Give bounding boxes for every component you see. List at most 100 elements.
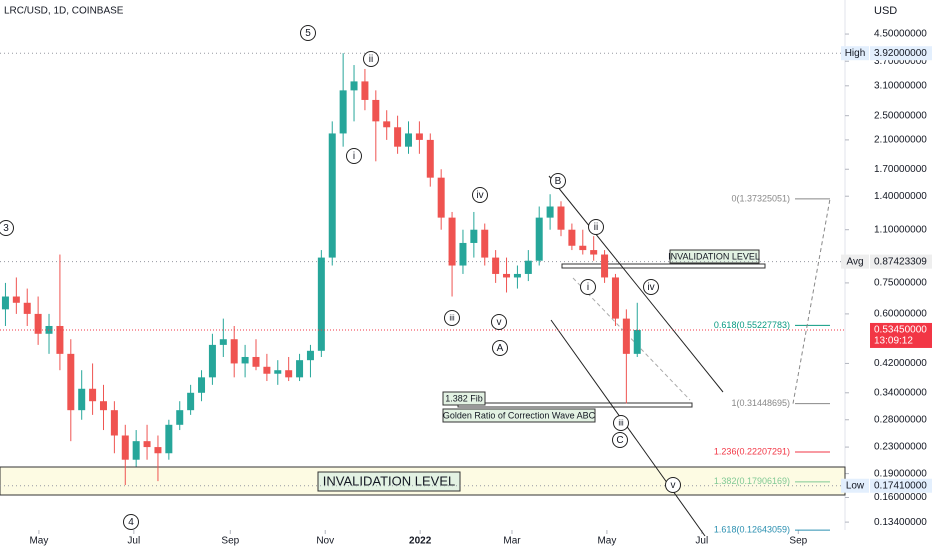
marker-badge: [841, 46, 869, 61]
candle-body: [252, 356, 260, 367]
marker-value: 3.92000000: [874, 48, 927, 59]
marker-name: Avg: [846, 256, 863, 267]
wave-label: i: [587, 282, 589, 293]
candle-body: [219, 339, 227, 345]
candle-body: [23, 302, 31, 314]
note-box: [317, 471, 461, 492]
y-tick-label: 0.42000000: [874, 358, 927, 369]
candle-body: [448, 217, 456, 266]
wave-label: C: [616, 435, 623, 446]
x-tick-label: Jul: [127, 536, 140, 547]
candle-body: [622, 318, 630, 354]
candle-body: [546, 206, 554, 218]
candle-body: [296, 360, 304, 378]
invalidation-box: [561, 263, 766, 269]
note-box: [669, 249, 760, 264]
candle-body: [154, 447, 162, 454]
candle-body: [557, 206, 565, 230]
y-tick-label: 3.70000000: [874, 56, 927, 67]
y-tick-label: 0.13400000: [874, 517, 927, 528]
y-tick-label: 0.34000000: [874, 387, 927, 398]
candle-body: [99, 401, 107, 411]
candle-body: [187, 392, 195, 411]
wave-label: 3: [3, 223, 9, 234]
note: INVALIDATION LEVEL: [323, 473, 455, 488]
y-tick-label: 0.75000000: [874, 278, 927, 289]
candle-body: [350, 81, 358, 91]
y-tick-label: 0.28000000: [874, 414, 927, 425]
candle-body: [317, 257, 325, 351]
marker-value: 0.87423309: [874, 256, 927, 267]
candle-body: [263, 366, 271, 374]
wave-circle: [612, 432, 628, 448]
wave-label: v: [671, 480, 676, 491]
marker-value-badge: [870, 46, 932, 61]
y-tick-label: 0.19000000: [874, 468, 927, 479]
x-tick-label: 2022: [409, 536, 432, 547]
candle-body: [67, 353, 75, 411]
wave-label: iv: [476, 190, 483, 201]
y-tick-label: 0.23000000: [874, 442, 927, 453]
channel-line: [548, 175, 724, 393]
candle-body: [208, 344, 216, 378]
candle-body: [394, 127, 402, 147]
y-tick-label: 0.16000000: [874, 492, 927, 503]
wave-label: 5: [305, 28, 311, 39]
y-tick-label: 3.10000000: [874, 80, 927, 91]
candle-body: [56, 325, 64, 354]
wave-circle: [363, 51, 379, 67]
note-box: [442, 408, 596, 423]
wave-circle: [550, 173, 566, 189]
candle-body: [404, 133, 412, 147]
wave-label: B: [555, 176, 562, 187]
wave-circle: [613, 415, 629, 431]
candle-body: [579, 245, 587, 251]
candle-body: [198, 377, 206, 393]
candle-body: [481, 229, 489, 258]
candle-body: [590, 250, 598, 255]
fib-label: 0(1.37325051): [731, 193, 790, 203]
y-tick-label: 1.10000000: [874, 224, 927, 235]
candle-body: [372, 99, 380, 122]
wave-label: iii: [449, 314, 455, 323]
wave-label: ii: [594, 222, 598, 233]
wave-circle: [643, 279, 659, 295]
y-tick-label: 1.70000000: [874, 164, 927, 175]
x-tick-label: May: [29, 536, 48, 547]
fib-label: 1.236(0.22207291): [714, 446, 790, 456]
fib-label: 1.382(0.17906169): [714, 476, 790, 486]
fib-label: 1.618(0.12643059): [714, 525, 790, 535]
candle-body: [274, 370, 282, 374]
chart-title: LRC/USD, 1D, COINBASE: [4, 6, 124, 17]
x-tick-label: Jul: [695, 536, 708, 547]
marker-name: High: [845, 48, 866, 59]
candle-body: [361, 81, 369, 100]
candle-body: [601, 254, 609, 278]
wave-label: iv: [647, 282, 654, 293]
candle-body: [110, 410, 118, 436]
candle-body: [45, 325, 53, 334]
marker-badge: [841, 254, 869, 269]
wave-circle: [588, 219, 604, 235]
wave-label: v: [497, 317, 502, 328]
candle-body: [285, 370, 293, 378]
candle-body: [492, 257, 500, 274]
wave-circle: [492, 340, 508, 356]
candle-body: [132, 441, 140, 460]
y-tick-label: 2.50000000: [874, 110, 927, 121]
wave-circle: [665, 477, 681, 493]
wave-circle: [491, 314, 507, 330]
candle-body: [1, 296, 9, 310]
wave-label: 4: [128, 517, 134, 528]
candle-body: [535, 217, 543, 261]
fib-label: 0.618(0.55227783): [714, 320, 790, 330]
candle-body: [241, 356, 249, 364]
y-tick-label: 1.40000000: [874, 191, 927, 202]
fib-label: 1(0.31448695): [731, 398, 790, 408]
candle-body: [78, 388, 86, 411]
candle-body: [513, 273, 521, 278]
marker-value: 0.17410000: [874, 480, 927, 491]
current-price-badge: [870, 322, 932, 348]
candle-body: [426, 139, 434, 178]
wave-circle: [346, 148, 362, 164]
